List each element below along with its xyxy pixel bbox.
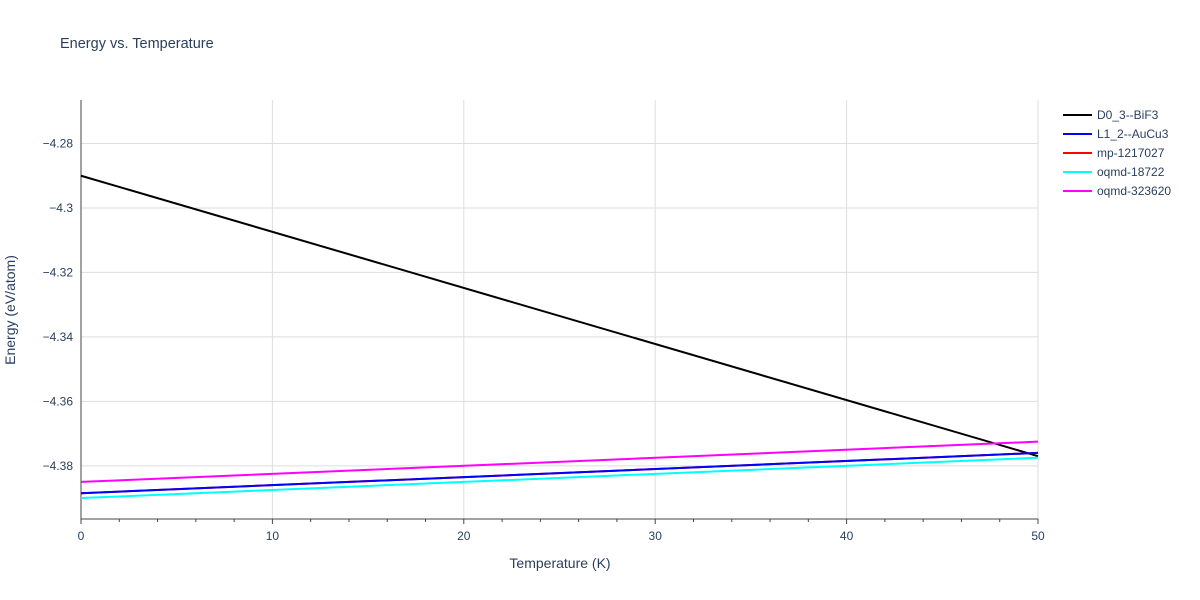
y-tick-label: −4.32 xyxy=(43,265,74,279)
series-line-oqmd-323620 xyxy=(80,440,1039,483)
series-line-D0_3--BiF3 xyxy=(80,174,1039,458)
legend-label: mp-1217027 xyxy=(1097,146,1165,160)
axes xyxy=(80,100,1039,524)
grid-lines xyxy=(81,100,1039,519)
tick-labels: 0 10 20 30 40 50 −4.28 −4.3 −4.32 −4.34 −4.36 −4.38 xyxy=(43,137,1045,543)
x-tick-label: 20 xyxy=(457,529,471,543)
legend-item[interactable]: D0_3--BiF3 xyxy=(1063,108,1159,122)
x-tick-label: 30 xyxy=(649,529,663,543)
x-tick-label: 50 xyxy=(1031,529,1045,543)
series-line-oqmd-18722 xyxy=(80,456,1039,500)
x-tick-label: 40 xyxy=(840,529,854,543)
y-tick-label: −4.38 xyxy=(43,459,74,473)
y-axis-title: Energy (eV/atom) xyxy=(2,255,18,365)
chart-title: Energy vs. Temperature xyxy=(60,36,214,52)
legend-label: oqmd-18722 xyxy=(1097,165,1165,179)
x-tick-label: 0 xyxy=(78,529,85,543)
y-tick-label: −4.36 xyxy=(43,394,74,408)
legend-label: L1_2--AuCu3 xyxy=(1097,127,1169,141)
legend-item[interactable]: oqmd-18722 xyxy=(1063,165,1165,179)
legend-item[interactable]: L1_2--AuCu3 xyxy=(1063,127,1169,141)
legend-label: D0_3--BiF3 xyxy=(1097,108,1159,122)
series-lines xyxy=(80,174,1039,500)
x-axis-title: Temperature (K) xyxy=(509,555,610,571)
legend-item[interactable]: mp-1217027 xyxy=(1063,146,1165,160)
x-tick-label: 10 xyxy=(266,529,280,543)
series-line-L1_2--AuCu3 xyxy=(80,451,1039,495)
legend-label: oqmd-323620 xyxy=(1097,184,1171,198)
y-tick-label: −4.3 xyxy=(49,201,73,215)
legend[interactable]: D0_3--BiF3 L1_2--AuCu3 mp-1217027 oqmd-1872… xyxy=(1063,108,1171,198)
legend-item[interactable]: oqmd-323620 xyxy=(1063,184,1171,198)
y-tick-label: −4.34 xyxy=(43,330,74,344)
y-tick-label: −4.28 xyxy=(43,137,74,151)
